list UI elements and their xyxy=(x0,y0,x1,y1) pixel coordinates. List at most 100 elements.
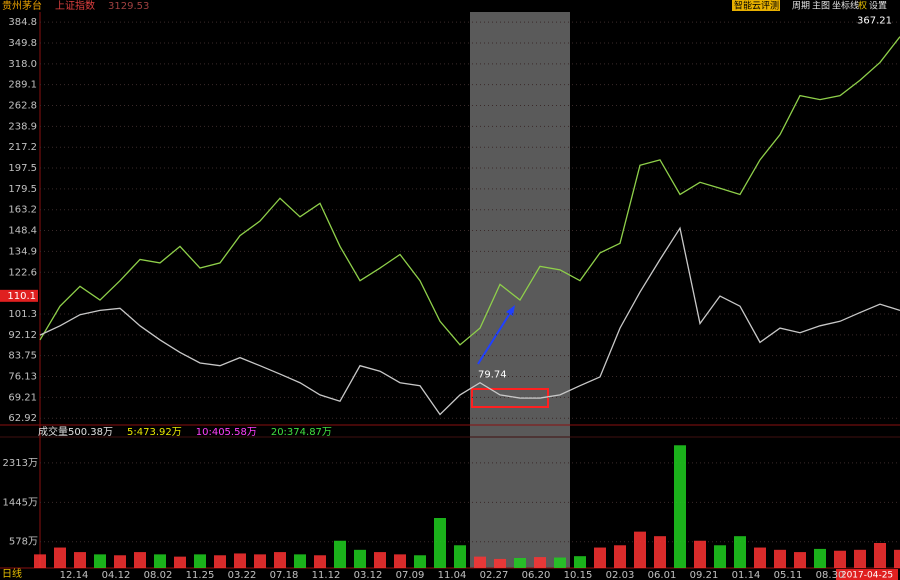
y-tick-label: 2313万 xyxy=(3,458,38,469)
volume-bar xyxy=(794,552,806,568)
volume-bar xyxy=(674,445,686,568)
volume-bar xyxy=(414,555,426,568)
volume-bar xyxy=(154,554,166,568)
annotation-box xyxy=(471,388,549,408)
y-tick-label: 163.2 xyxy=(8,205,37,216)
low-label: 79.74 xyxy=(478,369,507,380)
volume-bar xyxy=(54,547,66,568)
toolbar-item[interactable]: 主图 xyxy=(812,0,830,12)
last-price: 110.1 xyxy=(7,291,36,302)
x-tick-label: 01.14 xyxy=(732,570,761,580)
volume-bar xyxy=(814,548,826,568)
volume-legend: 500.38万 xyxy=(68,427,113,438)
volume-bar xyxy=(454,545,466,568)
volume-bar xyxy=(134,552,146,568)
x-tick-label: 03.22 xyxy=(228,570,257,580)
x-tick-label: 11.04 xyxy=(438,570,467,580)
y-tick-label: 384.8 xyxy=(8,17,37,28)
y-tick-label: 69.21 xyxy=(8,392,37,403)
y-tick-label: 122.6 xyxy=(8,267,37,278)
volume-title: 成交量 xyxy=(38,425,68,438)
y-tick-label: 349.8 xyxy=(8,38,37,49)
y-tick-label: 1445万 xyxy=(3,497,38,508)
x-tick-label: 06.01 xyxy=(648,570,677,580)
x-tick-label: 06.20 xyxy=(522,570,551,580)
volume-bar xyxy=(434,518,446,568)
volume-bar xyxy=(174,556,186,568)
toolbar-button[interactable] xyxy=(732,0,780,11)
price-line xyxy=(39,36,900,346)
arrow-head xyxy=(506,305,515,316)
volume-bar xyxy=(474,556,486,568)
volume-bar xyxy=(74,552,86,568)
volume-bar xyxy=(714,545,726,568)
x-tick-label: 11.25 xyxy=(186,570,215,580)
volume-bar xyxy=(754,547,766,568)
volume-bar xyxy=(554,557,566,568)
volume-bar xyxy=(274,552,286,568)
high-label: 367.21 xyxy=(857,15,892,26)
volume-bar xyxy=(314,555,326,568)
toolbar-item[interactable]: 周期 xyxy=(792,1,810,12)
toolbar-item[interactable]: 设置 xyxy=(869,1,887,12)
y-tick-label: 62.92 xyxy=(8,413,37,424)
volume-bar xyxy=(834,550,846,568)
y-tick-label: 101.3 xyxy=(8,309,37,320)
y-tick-label: 289.1 xyxy=(8,80,37,91)
volume-bar xyxy=(774,549,786,568)
y-tick-label: 134.9 xyxy=(8,246,37,257)
x-tick-label: 08.02 xyxy=(144,570,173,580)
volume-legend: 20:374.87万 xyxy=(271,427,332,438)
volume-bar xyxy=(354,549,366,568)
x-tick-label: 02.03 xyxy=(606,570,635,580)
x-tick-label: 02.27 xyxy=(480,570,509,580)
index-value: 3129.53 xyxy=(108,1,149,12)
volume-legend: 10:405.58万 xyxy=(196,427,257,438)
period-label: 日线 xyxy=(2,567,22,580)
x-tick-label: 08.30 xyxy=(816,570,845,580)
volume-bar xyxy=(494,558,506,568)
last-price-box xyxy=(0,289,38,302)
y-tick-label: 318.0 xyxy=(8,59,37,70)
y-tick-label: 578万 xyxy=(9,537,38,548)
volume-bar xyxy=(734,536,746,568)
volume-bar xyxy=(214,555,226,568)
y-tick-label: 83.75 xyxy=(8,351,37,362)
highlight-region xyxy=(470,12,570,568)
volume-bar xyxy=(694,540,706,568)
volume-bar xyxy=(514,558,526,568)
volume-bar xyxy=(614,545,626,568)
y-tick-label: 217.2 xyxy=(8,142,37,153)
y-tick-label: 76.13 xyxy=(8,372,37,383)
volume-bar xyxy=(34,554,46,568)
volume-bar xyxy=(334,540,346,568)
index-name: 上证指数 xyxy=(55,0,95,12)
toolbar-item[interactable]: 坐标线 xyxy=(832,0,859,12)
x-tick-label: 07.18 xyxy=(270,570,299,580)
y-tick-label: 92.12 xyxy=(8,330,37,341)
y-tick-label: 179.5 xyxy=(8,184,37,195)
x-tick-label: 05.11 xyxy=(774,570,803,580)
volume-bar xyxy=(294,554,306,568)
volume-bar xyxy=(874,543,886,568)
y-tick-label: 197.5 xyxy=(8,163,37,174)
toolbar-item[interactable]: 智能云评测 xyxy=(734,0,779,12)
volume-bar xyxy=(534,557,546,568)
volume-bar xyxy=(854,549,866,568)
toolbar-item[interactable]: 权 xyxy=(858,0,867,12)
volume-bar xyxy=(114,555,126,568)
volume-bar xyxy=(254,554,266,568)
last-date-box xyxy=(836,569,898,580)
annotation-arrow xyxy=(477,309,513,365)
x-tick-label: 11.12 xyxy=(312,570,341,580)
x-tick-label: 10.15 xyxy=(564,570,593,580)
y-tick-label: 148.4 xyxy=(8,226,37,237)
x-tick-label: 03.12 xyxy=(354,570,383,580)
y-tick-label: 262.8 xyxy=(8,101,37,112)
volume-bar xyxy=(194,554,206,568)
volume-bar xyxy=(894,549,900,568)
volume-legend: 5:473.92万 xyxy=(127,427,182,438)
x-tick-label: 07.09 xyxy=(396,570,425,580)
